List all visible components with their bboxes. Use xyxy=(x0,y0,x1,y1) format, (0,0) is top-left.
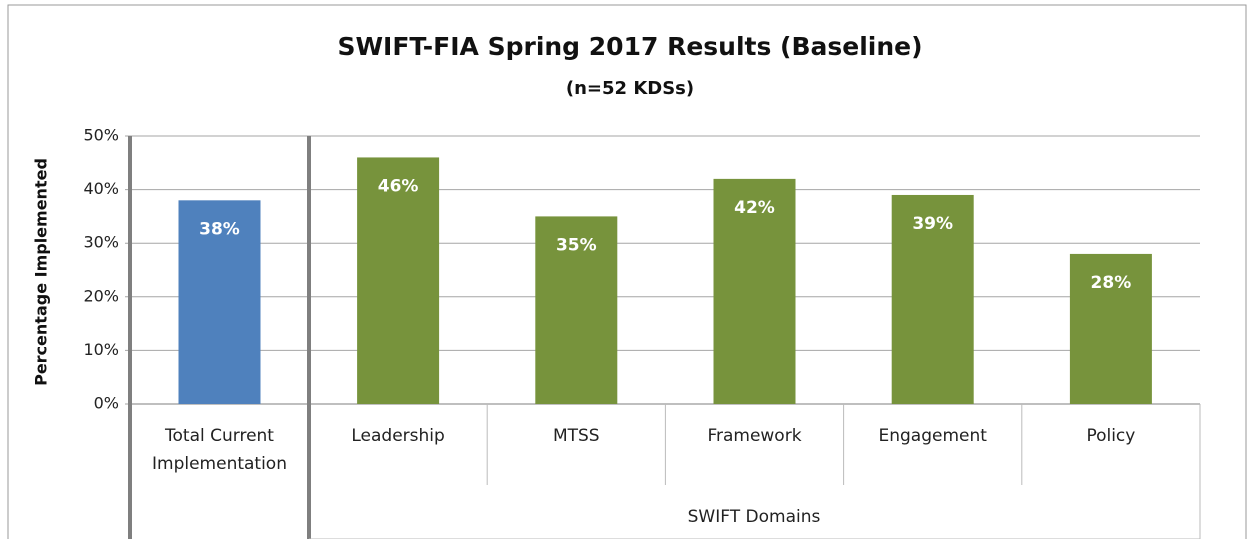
y-axis-label: Percentage Implemented xyxy=(32,158,51,386)
y-tick-label: 50% xyxy=(83,126,119,145)
bar xyxy=(1069,253,1152,404)
x-tick-label: Engagement xyxy=(878,426,987,446)
data-label: 39% xyxy=(912,214,953,234)
bar xyxy=(535,216,618,404)
data-label: 35% xyxy=(556,235,597,255)
data-label: 46% xyxy=(378,176,419,196)
x-tick-label: Framework xyxy=(707,426,802,446)
bar xyxy=(891,194,974,404)
y-tick-label: 20% xyxy=(83,286,119,305)
chart-border xyxy=(7,4,1247,539)
y-tick-label: 30% xyxy=(83,233,119,252)
x-tick-label: Policy xyxy=(1086,426,1136,446)
bar xyxy=(178,200,261,404)
chart-title: SWIFT-FIA Spring 2017 Results (Baseline) xyxy=(337,32,922,61)
x-tick-label: Leadership xyxy=(351,426,445,446)
group-label: SWIFT Domains xyxy=(688,507,821,527)
chart-subtitle: (n=52 KDSs) xyxy=(566,78,694,99)
y-tick-label: 40% xyxy=(83,179,119,198)
x-tick-label: MTSS xyxy=(552,426,600,446)
y-tick-label: 10% xyxy=(83,340,119,359)
data-label: 28% xyxy=(1091,273,1132,293)
y-tick-label: 0% xyxy=(94,394,119,413)
bar xyxy=(357,157,440,404)
data-label: 38% xyxy=(199,219,240,239)
x-tick-label: Total Current Implementation xyxy=(152,426,287,474)
data-label: 42% xyxy=(734,198,775,218)
bar xyxy=(713,178,796,404)
